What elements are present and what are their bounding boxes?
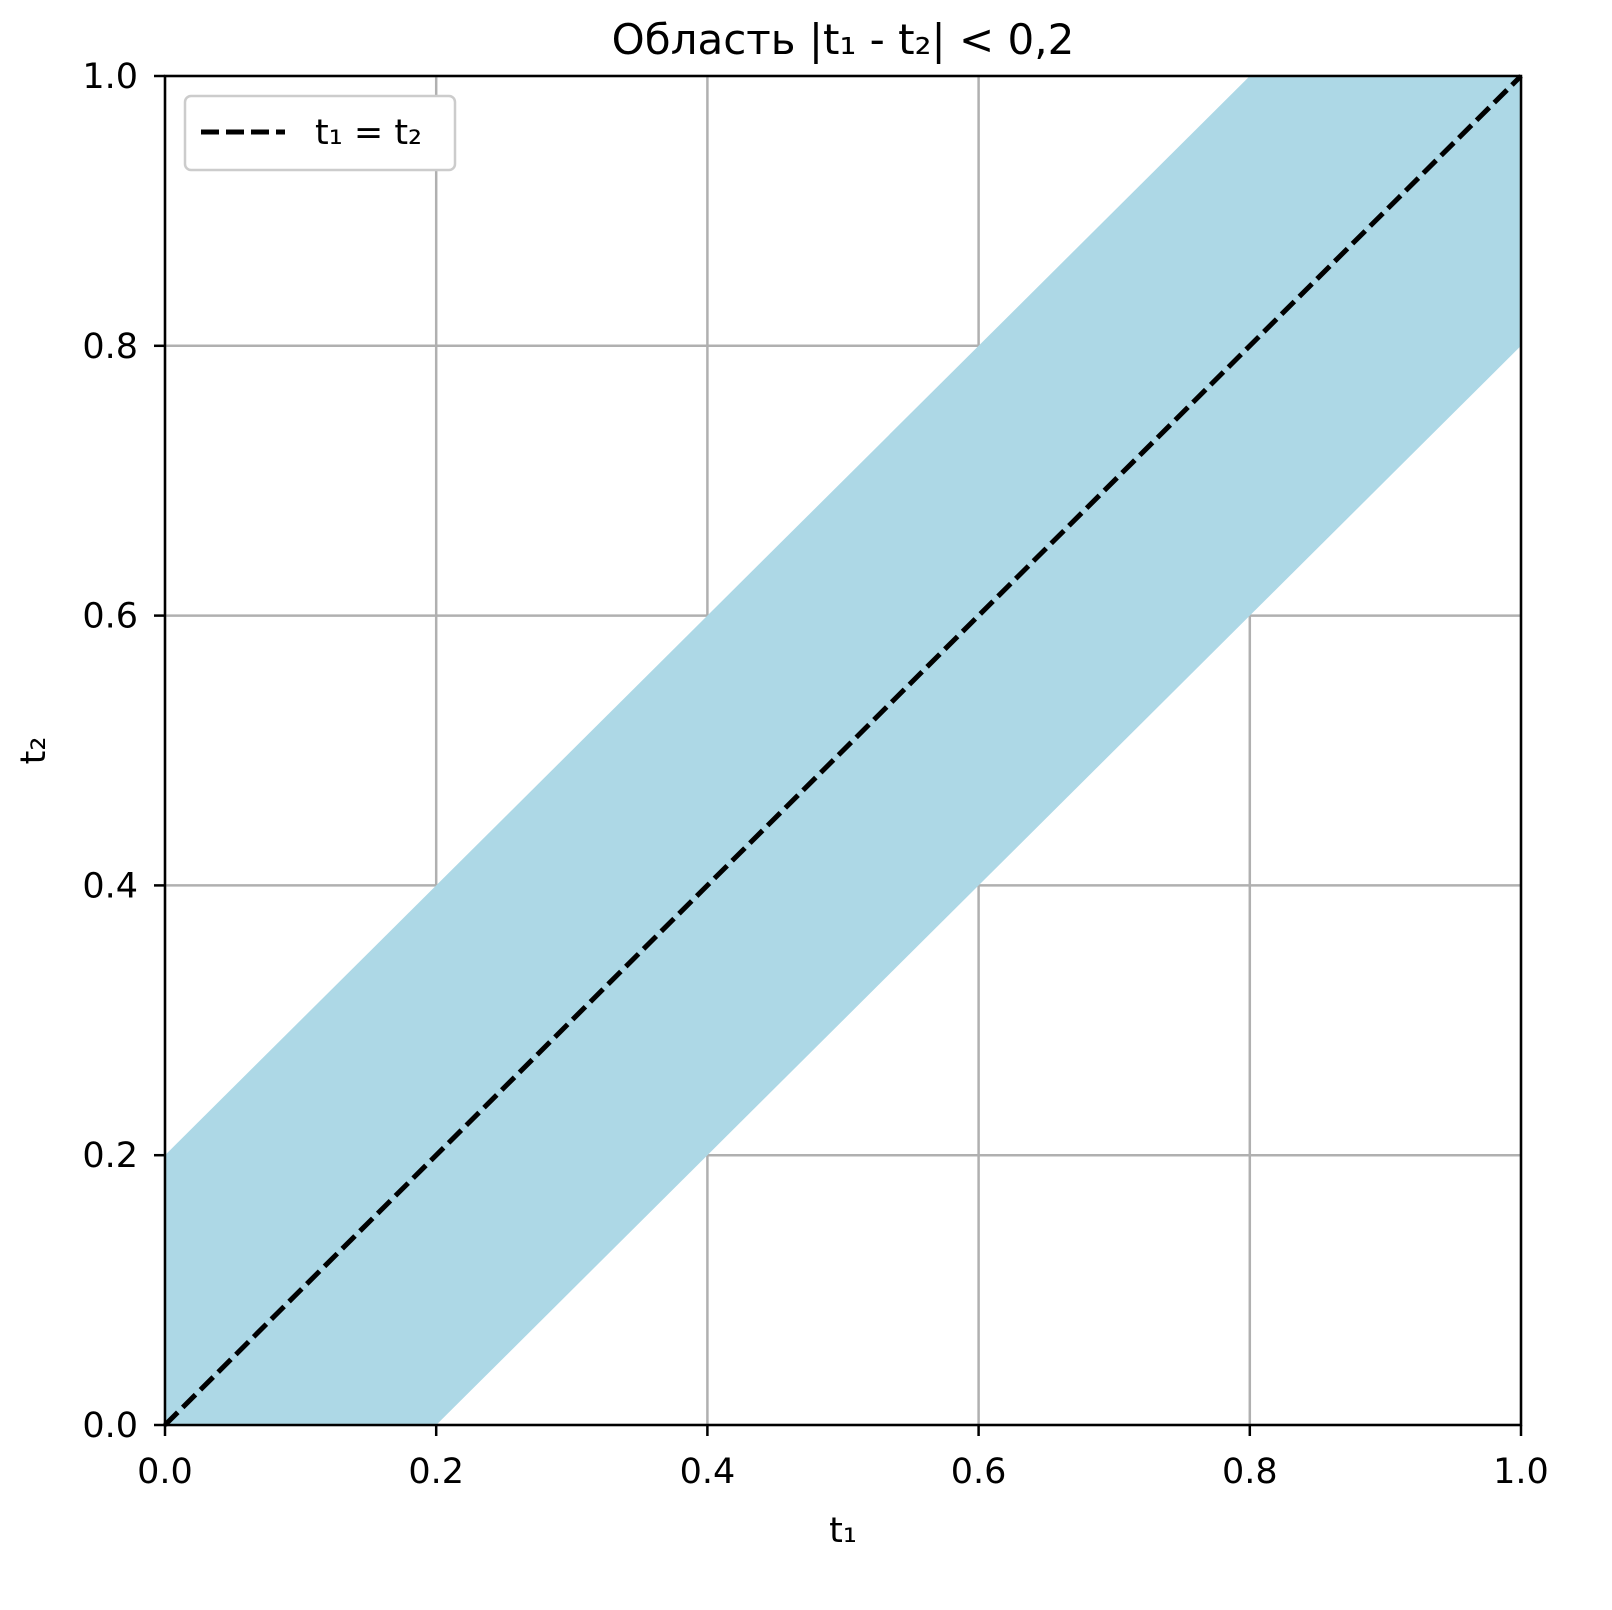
- y-axis-ticks: 0.0 0.2 0.4 0.6 0.8 1.0: [82, 57, 165, 1446]
- plot-frame: [163, 74, 1523, 1427]
- chart-title: Область |t₁ - t₂| < 0,2: [612, 15, 1075, 64]
- y-tick-label: 0.8: [82, 327, 138, 367]
- x-tick-label: 0.8: [1222, 1452, 1278, 1492]
- legend: t₁ = t₂: [183, 94, 457, 172]
- x-tick-label: 0.4: [680, 1452, 736, 1492]
- x-axis-label: t₁: [829, 1511, 857, 1551]
- series-layer: [163, 74, 1523, 1427]
- series-line-diagonal: [163, 74, 1523, 1427]
- x-tick-label: 0.0: [137, 1452, 193, 1492]
- y-tick-label: 1.0: [82, 57, 138, 97]
- y-tick-label: 0.6: [82, 597, 138, 637]
- x-axis-ticks: 0.0 0.2 0.4 0.6 0.8 1.0: [137, 1425, 1549, 1492]
- x-tick-label: 0.6: [951, 1452, 1007, 1492]
- y-tick-label: 0.2: [82, 1136, 138, 1176]
- y-axis-label: t₂: [14, 737, 54, 765]
- legend-label-diagonal: t₁ = t₂: [315, 113, 422, 153]
- x-tick-label: 0.2: [408, 1452, 464, 1492]
- x-tick-label: 1.0: [1493, 1452, 1549, 1492]
- legend-box: [183, 94, 457, 172]
- y-tick-label: 0.0: [82, 1406, 138, 1446]
- y-tick-label: 0.4: [82, 866, 138, 906]
